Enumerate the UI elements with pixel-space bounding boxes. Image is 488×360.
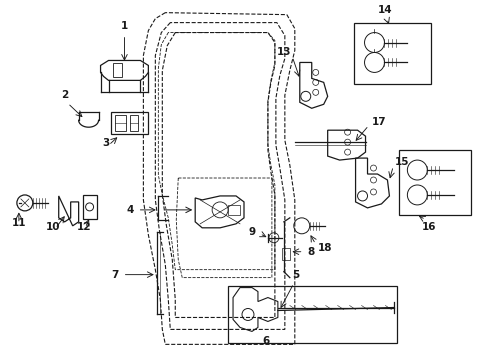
Text: 10: 10 (45, 222, 60, 232)
Text: 7: 7 (111, 270, 118, 280)
Bar (353, 23, 430, 84)
Text: 15: 15 (394, 157, 408, 167)
Text: 1: 1 (121, 21, 128, 31)
Text: 5: 5 (291, 270, 299, 280)
Bar (227, 205, 240, 215)
Text: 11: 11 (12, 218, 26, 228)
Text: 16: 16 (421, 222, 436, 232)
Text: 13: 13 (276, 48, 290, 58)
Text: 9: 9 (248, 227, 255, 237)
Bar (399, 150, 470, 215)
Text: 14: 14 (377, 5, 392, 15)
Bar (110, 112, 148, 134)
Text: 3: 3 (102, 138, 109, 148)
Bar (281, 248, 289, 260)
Text: 12: 12 (76, 222, 91, 232)
Text: 18: 18 (317, 243, 331, 253)
Bar (227, 285, 397, 343)
Bar (82, 195, 96, 219)
Bar (130, 115, 138, 131)
Text: 8: 8 (307, 247, 314, 257)
Text: 2: 2 (61, 90, 68, 100)
Bar (114, 115, 126, 131)
Text: 4: 4 (126, 205, 133, 215)
Bar (112, 63, 122, 77)
Text: 17: 17 (371, 117, 386, 127)
Text: 6: 6 (262, 336, 269, 346)
